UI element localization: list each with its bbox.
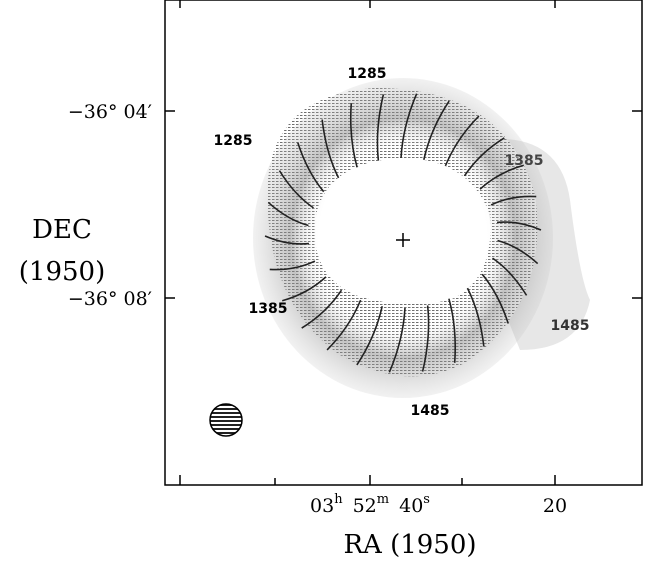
contour-label: 1285 (214, 133, 253, 149)
contour-line (264, 235, 310, 245)
y-tick-label: −36° 08′ (68, 288, 152, 310)
contour-line (269, 260, 316, 271)
contour-line (400, 93, 418, 159)
contour-line (321, 119, 340, 179)
velocity-contours (264, 93, 542, 373)
contour-line (278, 170, 314, 209)
contour-line (490, 195, 537, 206)
y-axis-title: DEC (32, 215, 92, 245)
x-tick-part: h (334, 492, 343, 507)
contour-line (388, 307, 406, 373)
contour-label: 1485 (551, 318, 590, 334)
x-tick-label: 03h 52m 40s (310, 492, 430, 517)
contour-line (326, 299, 362, 351)
contour-label: 1485 (411, 403, 450, 419)
x-tick-part: 03 (310, 495, 334, 517)
contour-line (423, 100, 450, 160)
contour-line (356, 306, 383, 366)
contour-line (481, 273, 510, 324)
contour-label: 1385 (505, 153, 544, 169)
y-tick-label: −36° 04′ (68, 101, 152, 123)
ticks (165, 0, 642, 485)
x-tick-part: 52 (353, 495, 377, 517)
contour-line (421, 305, 430, 372)
x-tick-part: 40 (399, 495, 423, 517)
contour-line (463, 137, 505, 177)
contour-line (496, 221, 542, 231)
center-cross (396, 233, 410, 247)
y-axis-title: (1950) (19, 257, 105, 287)
contour-line (479, 164, 524, 190)
contour-line (301, 289, 343, 329)
beam (209, 403, 243, 437)
x-axis-title: RA (1950) (343, 530, 476, 560)
contour-line (282, 276, 327, 302)
contour-line (376, 94, 385, 161)
contour-line (466, 287, 485, 347)
contour-label: 1385 (249, 301, 288, 317)
frame (164, 0, 643, 486)
contour-line (444, 115, 480, 167)
x-tick-label: 20 (543, 495, 567, 517)
contour-line (448, 298, 457, 363)
x-tick-part: s (423, 492, 430, 507)
contour-line (492, 257, 528, 296)
x-tick-part: m (377, 492, 389, 507)
contour-line (349, 103, 358, 168)
contour-label: 1285 (348, 66, 387, 82)
contour-line (267, 201, 309, 227)
contour-line (497, 239, 539, 265)
contour-line (296, 142, 325, 193)
